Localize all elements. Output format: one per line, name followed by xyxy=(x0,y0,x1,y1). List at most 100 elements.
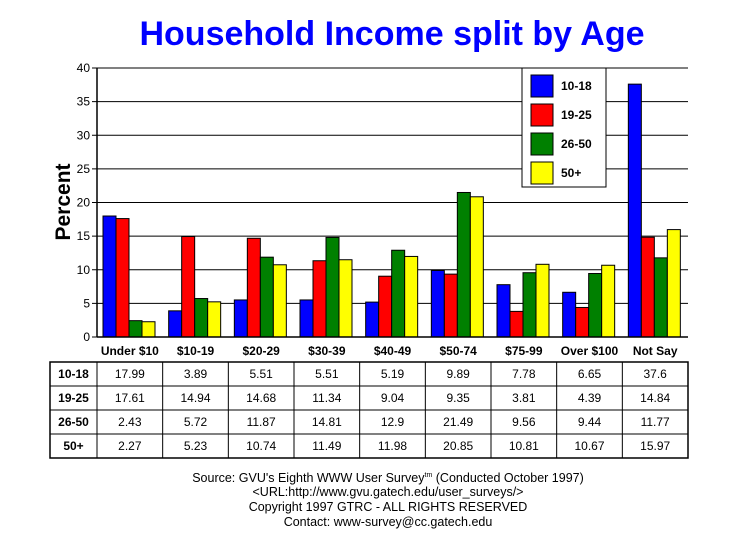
bar-26-50-Over $100 xyxy=(588,273,603,338)
x-tick-label: $50-74 xyxy=(439,344,477,358)
bar-50+-$20-29 xyxy=(272,264,287,338)
footer-tm: tm xyxy=(425,472,433,479)
bar-19-25-$20-29 xyxy=(246,237,261,338)
y-tick-label: 15 xyxy=(77,229,91,243)
legend-label: 50+ xyxy=(561,166,581,180)
bar-10-18-$30-39 xyxy=(299,299,314,338)
table-cell: 5.23 xyxy=(184,439,208,453)
bar-10-18-Not Say xyxy=(627,83,642,338)
table-cell: 5.19 xyxy=(381,367,405,381)
bar-26-50-$20-29 xyxy=(259,256,274,338)
table-cell: 14.81 xyxy=(312,415,342,429)
table-cell: 4.39 xyxy=(578,391,602,405)
bar-50+-$30-39 xyxy=(338,259,353,338)
bar-19-25-$40-49 xyxy=(378,275,393,338)
bar-10-18-$75-99 xyxy=(496,284,511,338)
table-row-label: 19-25 xyxy=(58,391,89,405)
y-tick-label: 10 xyxy=(77,263,91,277)
table-cell: 5.51 xyxy=(249,367,273,381)
table-cell: 5.72 xyxy=(184,415,208,429)
table-row-label: 26-50 xyxy=(58,415,89,429)
x-tick-label: $75-99 xyxy=(505,344,543,358)
y-tick-label: 5 xyxy=(83,296,90,310)
table-cell: 20.85 xyxy=(443,439,473,453)
legend-label: 26-50 xyxy=(561,137,592,151)
bar-50+-$10-19 xyxy=(207,301,222,338)
bar-26-50-$10-19 xyxy=(194,298,209,338)
footer-copyright: Copyright 1997 GTRC - ALL RIGHTS RESERVE… xyxy=(249,500,528,514)
table-cell: 2.43 xyxy=(118,415,142,429)
y-tick-label: 40 xyxy=(77,61,91,75)
x-tick-label: $30-39 xyxy=(308,344,346,358)
bar-10-18-Over $100 xyxy=(562,291,577,338)
y-tick-label: 25 xyxy=(77,162,91,176)
bar-19-25-Under $10 xyxy=(115,218,130,338)
footer-conducted: (Conducted October 1997) xyxy=(432,471,583,485)
bar-26-50-$40-49 xyxy=(391,249,406,338)
table-cell: 5.51 xyxy=(315,367,339,381)
table-row-label: 10-18 xyxy=(58,367,89,381)
bar-10-18-$10-19 xyxy=(168,310,183,338)
table-cell: 17.61 xyxy=(115,391,145,405)
legend-swatch-10-18 xyxy=(530,74,554,98)
x-tick-label: Over $100 xyxy=(561,344,619,358)
table-cell: 12.9 xyxy=(381,415,405,429)
legend-swatch-19-25 xyxy=(530,103,554,127)
y-tick-label: 35 xyxy=(77,95,91,109)
table-cell: 10.81 xyxy=(509,439,539,453)
bar-19-25-$10-19 xyxy=(181,236,196,338)
table-cell: 17.99 xyxy=(115,367,145,381)
table-cell: 7.78 xyxy=(512,367,536,381)
table-cell: 37.6 xyxy=(643,367,667,381)
table-cell: 9.89 xyxy=(446,367,470,381)
svg-text:Source: GVU's Eighth WWW User: Source: GVU's Eighth WWW User Surveytm (… xyxy=(192,471,584,485)
bar-50+-Not Say xyxy=(666,229,681,338)
bar-26-50-$50-74 xyxy=(456,191,471,338)
bar-26-50-Not Say xyxy=(653,257,668,338)
legend-label: 19-25 xyxy=(561,108,592,122)
bar-19-25-$30-39 xyxy=(312,260,327,338)
table-cell: 6.65 xyxy=(578,367,602,381)
table-cell: 11.49 xyxy=(312,439,341,453)
table-row-label: 50+ xyxy=(63,439,83,453)
bar-19-25-Not Say xyxy=(640,236,655,338)
table-cell: 11.34 xyxy=(312,391,341,405)
bar-10-18-Under $10 xyxy=(102,215,117,338)
bar-19-25-$75-99 xyxy=(509,310,524,338)
x-tick-label: Under $10 xyxy=(101,344,159,358)
chart-title: Household Income split by Age xyxy=(139,15,644,53)
y-axis-label: Percent xyxy=(52,163,75,240)
x-tick-label: $20-29 xyxy=(242,344,280,358)
table-cell: 9.44 xyxy=(578,415,602,429)
y-tick-label: 20 xyxy=(77,196,91,210)
x-tick-label: $10-19 xyxy=(177,344,215,358)
bar-26-50-$30-39 xyxy=(325,236,340,338)
x-tick-label: $40-49 xyxy=(374,344,412,358)
bar-26-50-Under $10 xyxy=(128,320,143,338)
bar-50+-Under $10 xyxy=(141,321,156,338)
footer-contact: Contact: www-survey@cc.gatech.edu xyxy=(284,515,493,529)
bar-10-18-$50-74 xyxy=(430,269,445,338)
table-cell: 3.81 xyxy=(512,391,536,405)
table-cell: 9.56 xyxy=(512,415,536,429)
table-cell: 9.04 xyxy=(381,391,405,405)
legend-swatch-26-50 xyxy=(530,132,554,156)
table-cell: 9.35 xyxy=(446,391,470,405)
table-cell: 10.67 xyxy=(574,439,604,453)
table-cell: 11.87 xyxy=(247,415,276,429)
bar-10-18-$20-29 xyxy=(233,299,248,338)
table-cell: 2.27 xyxy=(118,439,142,453)
table-cell: 14.68 xyxy=(246,391,276,405)
y-tick-label: 30 xyxy=(77,128,91,142)
bar-50+-$75-99 xyxy=(535,263,550,338)
table-cell: 11.77 xyxy=(641,415,670,429)
footer-url: <URL:http://www.gvu.gatech.edu/user_surv… xyxy=(253,485,524,499)
bar-50+-Over $100 xyxy=(601,264,616,338)
y-tick-label: 0 xyxy=(83,330,90,344)
table-cell: 14.94 xyxy=(180,391,210,405)
bar-10-18-$40-49 xyxy=(365,301,380,338)
table-cell: 15.97 xyxy=(640,439,670,453)
footer: Source: GVU's Eighth WWW User Surveytm (… xyxy=(192,471,584,529)
bar-50+-$40-49 xyxy=(404,255,419,338)
